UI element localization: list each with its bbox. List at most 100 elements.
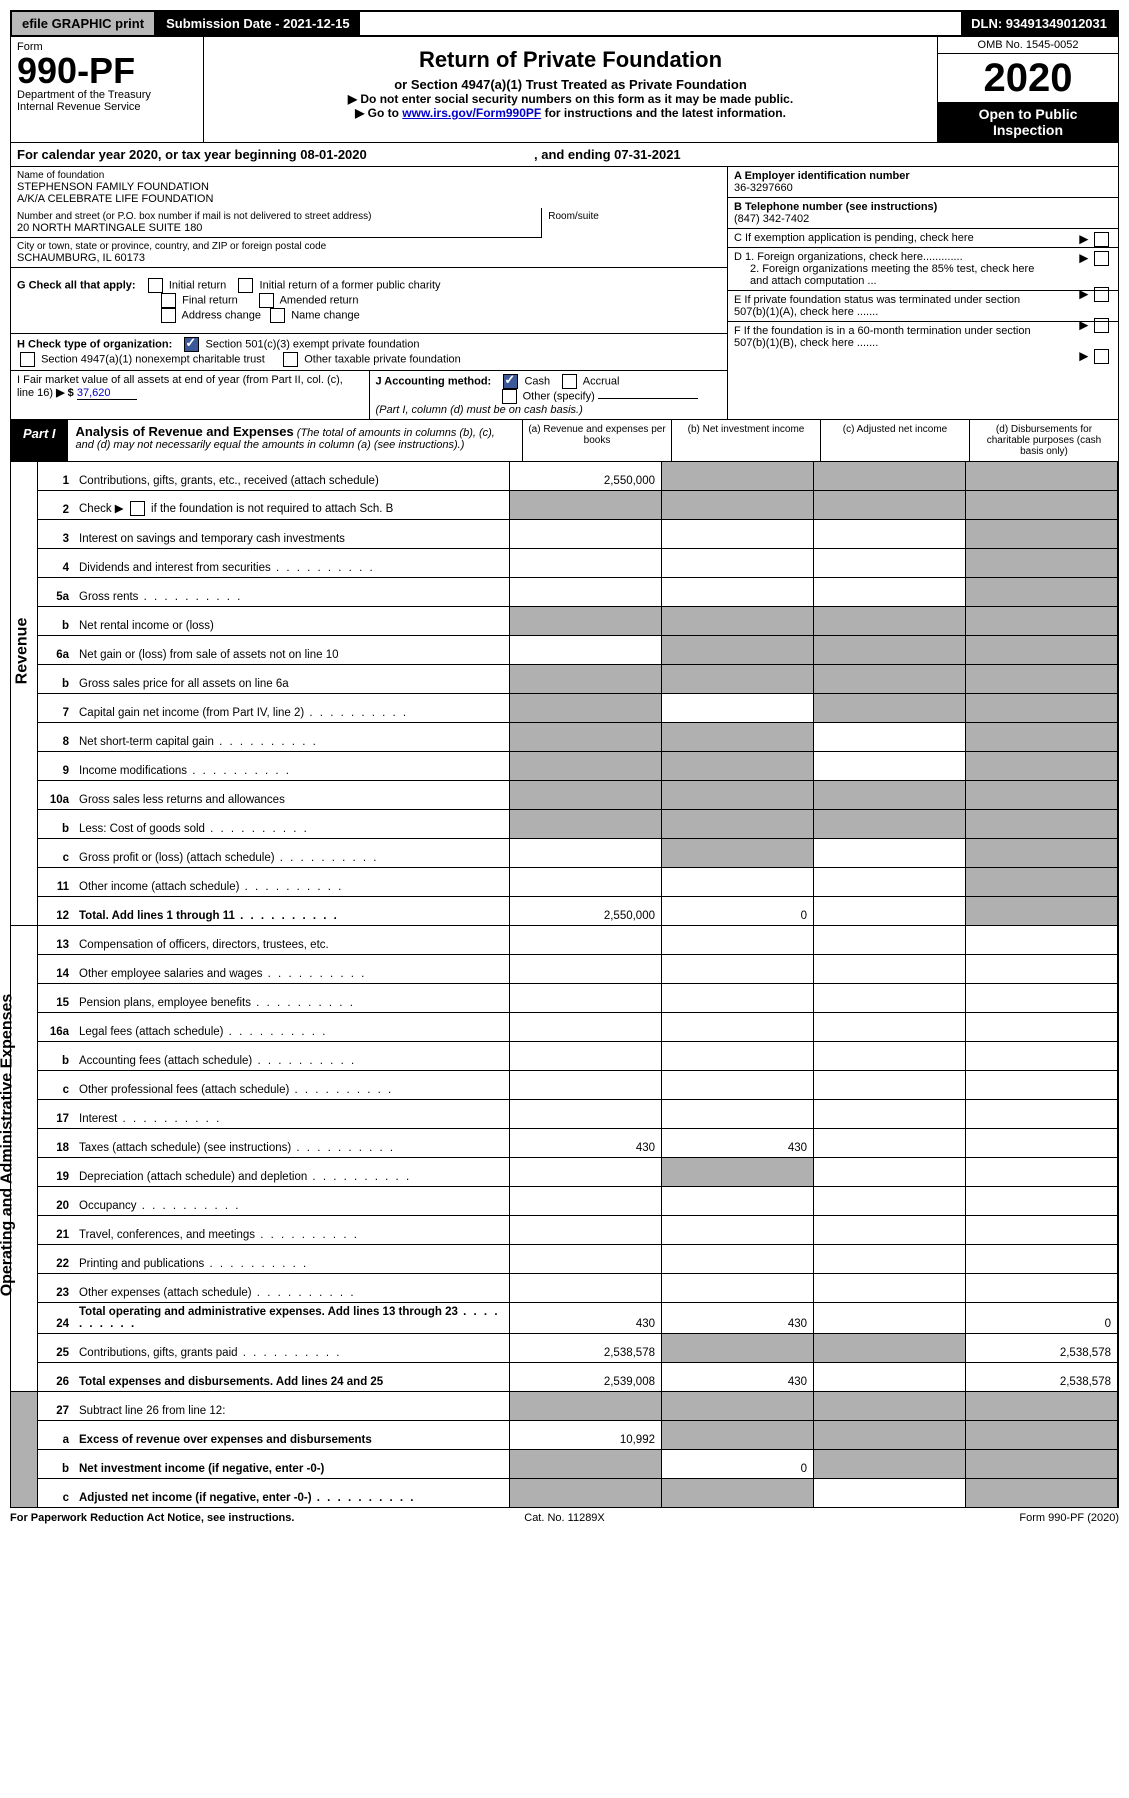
chk-d1[interactable]: [1094, 251, 1109, 266]
chk-cash[interactable]: [503, 374, 518, 389]
foundation-name1: STEPHENSON FAMILY FOUNDATION: [17, 181, 721, 193]
line-27c: Adjusted net income (if negative, enter …: [74, 1479, 510, 1508]
d1-foreign: D 1. Foreign organizations, check here..…: [734, 251, 963, 263]
chk-c-pending[interactable]: [1094, 232, 1109, 247]
g-label: G Check all that apply:: [17, 279, 136, 291]
line-17: Interest: [74, 1100, 510, 1129]
l25-d: 2,538,578: [966, 1334, 1118, 1363]
chk-initial-return[interactable]: [148, 278, 163, 293]
phone-value: (847) 342-7402: [734, 213, 809, 225]
instr-ssn: ▶ Do not enter social security numbers o…: [210, 92, 931, 106]
line-20: Occupancy: [74, 1187, 510, 1216]
line-1: Contributions, gifts, grants, etc., rece…: [74, 462, 510, 491]
chk-501c3[interactable]: [184, 337, 199, 352]
addr-label: Number and street (or P.O. box number if…: [17, 211, 535, 222]
header-left: Form 990-PF Department of the Treasury I…: [11, 37, 204, 142]
revenue-side-label: Revenue: [11, 462, 38, 925]
g-address: Address change: [182, 309, 262, 321]
line-5b: Net rental income or (loss): [74, 607, 510, 636]
line-27a: Excess of revenue over expenses and disb…: [74, 1421, 510, 1450]
j-accrual: Accrual: [583, 375, 620, 387]
tax-year-row: For calendar year 2020, or tax year begi…: [10, 143, 1119, 167]
part1-header: Part I Analysis of Revenue and Expenses …: [10, 420, 1119, 462]
form-title: Return of Private Foundation: [210, 47, 931, 73]
l24-b: 430: [662, 1303, 814, 1334]
g-final: Final return: [182, 294, 238, 306]
instr-post: for instructions and the latest informat…: [545, 106, 786, 120]
c-pending: C If exemption application is pending, c…: [734, 232, 974, 244]
line-12: Total. Add lines 1 through 11: [74, 897, 510, 926]
line-8: Net short-term capital gain: [74, 723, 510, 752]
j-cash: Cash: [524, 375, 550, 387]
col-a-head: (a) Revenue and expenses per books: [522, 420, 671, 461]
line-11: Other income (attach schedule): [74, 868, 510, 897]
line-10b: Less: Cost of goods sold: [74, 810, 510, 839]
line-15: Pension plans, employee benefits: [74, 984, 510, 1013]
line-22: Printing and publications: [74, 1245, 510, 1274]
l27b-b: 0: [662, 1450, 814, 1479]
chk-f[interactable]: [1094, 349, 1109, 364]
l25-a: 2,538,578: [510, 1334, 662, 1363]
chk-other-method[interactable]: [502, 389, 517, 404]
dept-treasury: Department of the Treasury: [17, 89, 197, 101]
tax-year: 2020: [938, 54, 1118, 102]
revenue-table: 1Contributions, gifts, grants, etc., rec…: [38, 462, 1118, 925]
line-16c: Other professional fees (attach schedule…: [74, 1071, 510, 1100]
l27a-a: 10,992: [510, 1421, 662, 1450]
h-4947: Section 4947(a)(1) nonexempt charitable …: [41, 353, 265, 365]
chk-other-taxable[interactable]: [283, 352, 298, 367]
line-4: Dividends and interest from securities: [74, 549, 510, 578]
irs-label: Internal Revenue Service: [17, 101, 197, 113]
j-other: Other (specify): [523, 390, 595, 402]
expenses-table: 13Compensation of officers, directors, t…: [38, 926, 1118, 1391]
chk-name-change[interactable]: [270, 308, 285, 323]
form-subtitle: or Section 4947(a)(1) Trust Treated as P…: [210, 77, 931, 92]
entity-left: Name of foundation STEPHENSON FAMILY FOU…: [11, 167, 727, 419]
line-16b: Accounting fees (attach schedule): [74, 1042, 510, 1071]
city-state-zip: SCHAUMBURG, IL 60173: [17, 252, 721, 264]
line-6b: Gross sales price for all assets on line…: [74, 665, 510, 694]
footer: For Paperwork Reduction Act Notice, see …: [10, 1508, 1119, 1524]
line-27: Subtract line 26 from line 12:: [74, 1392, 510, 1421]
line-18: Taxes (attach schedule) (see instruction…: [74, 1129, 510, 1158]
line-13: Compensation of officers, directors, tru…: [74, 926, 510, 955]
line-26: Total expenses and disbursements. Add li…: [74, 1363, 510, 1392]
i-fmv-value: 37,620: [77, 387, 137, 400]
irs-link[interactable]: www.irs.gov/Form990PF: [402, 106, 541, 120]
entity-info: Name of foundation STEPHENSON FAMILY FOU…: [10, 167, 1119, 420]
instr-pre: ▶ Go to: [355, 106, 402, 120]
line-25: Contributions, gifts, grants paid: [74, 1334, 510, 1363]
chk-amended[interactable]: [259, 293, 274, 308]
part1-label: Part I: [11, 420, 68, 461]
l24-a: 430: [510, 1303, 662, 1334]
l24-d: 0: [966, 1303, 1118, 1334]
open-inspection: Open to Public Inspection: [938, 102, 1118, 142]
line27-side: [11, 1392, 38, 1507]
line-27b: Net investment income (if negative, ente…: [74, 1450, 510, 1479]
g-initial-former: Initial return of a former public charit…: [260, 279, 441, 291]
chk-accrual[interactable]: [562, 374, 577, 389]
instr-goto: ▶ Go to www.irs.gov/Form990PF for instru…: [210, 106, 931, 120]
address: 20 NORTH MARTINGALE SUITE 180: [17, 222, 535, 234]
submission-date: Submission Date - 2021-12-15: [156, 12, 360, 35]
chk-initial-former[interactable]: [238, 278, 253, 293]
chk-sch-b[interactable]: [130, 501, 145, 516]
footer-center: Cat. No. 11289X: [380, 1512, 750, 1524]
efile-print-button[interactable]: efile GRAPHIC print: [12, 12, 156, 35]
d2-85pct: 2. Foreign organizations meeting the 85%…: [734, 263, 1050, 287]
h-other: Other taxable private foundation: [304, 353, 461, 365]
col-b-head: (b) Net investment income: [671, 420, 820, 461]
entity-right: A Employer identification number 36-3297…: [727, 167, 1118, 419]
line-16a: Legal fees (attach schedule): [74, 1013, 510, 1042]
footer-right: Form 990-PF (2020): [749, 1512, 1119, 1524]
chk-address-change[interactable]: [161, 308, 176, 323]
spacer: [360, 12, 962, 35]
line-9: Income modifications: [74, 752, 510, 781]
chk-final-return[interactable]: [161, 293, 176, 308]
line-19: Depreciation (attach schedule) and deple…: [74, 1158, 510, 1187]
line-14: Other employee salaries and wages: [74, 955, 510, 984]
room-label: Room/suite: [548, 211, 721, 222]
part1-desc: Analysis of Revenue and Expenses (The to…: [68, 420, 522, 461]
ty-begin: 08-01-2020: [300, 147, 367, 162]
chk-4947[interactable]: [20, 352, 35, 367]
